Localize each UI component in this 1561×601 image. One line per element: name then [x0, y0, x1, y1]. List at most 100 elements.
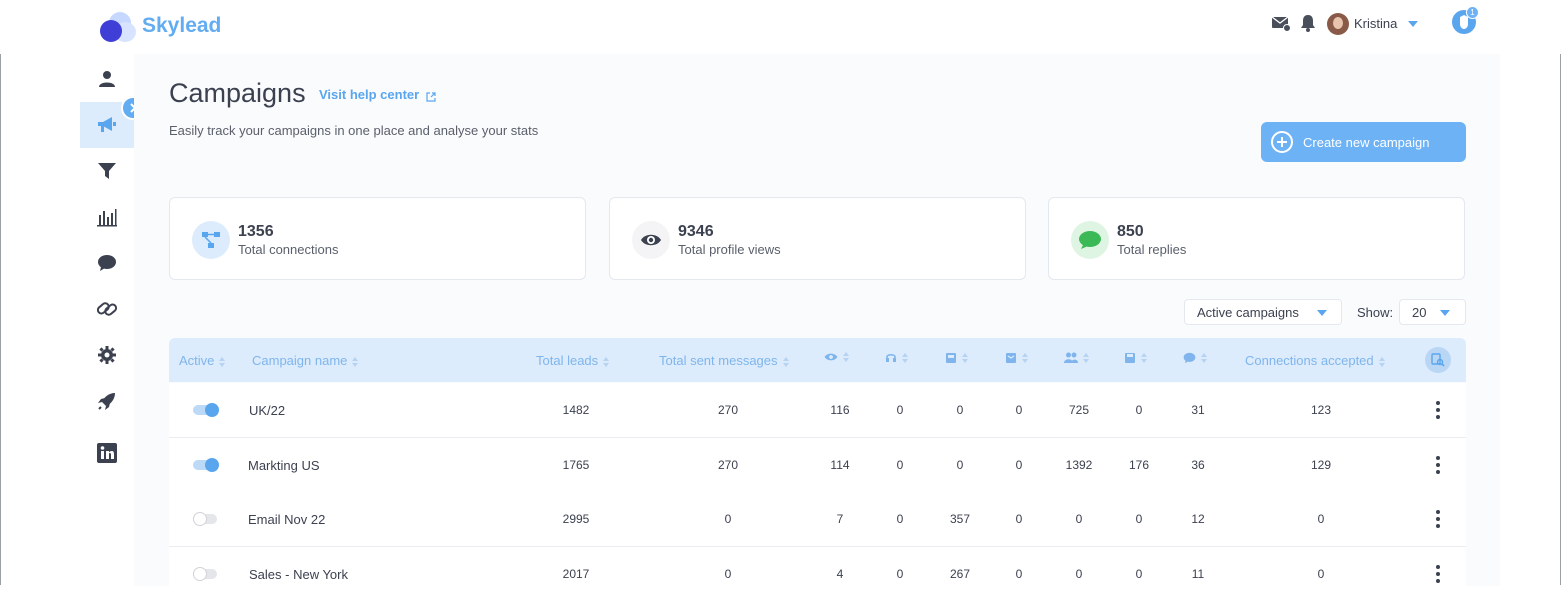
connections-accepted: 123 — [1310, 403, 1332, 417]
campaign-name[interactable]: UK/22 — [249, 403, 286, 418]
col-active[interactable]: Active — [179, 353, 226, 368]
avatar[interactable] — [1327, 13, 1349, 35]
sidebar-item-settings[interactable] — [80, 332, 134, 378]
headset-icon — [886, 353, 896, 362]
inbox-open: 0 — [1015, 512, 1023, 526]
calls: 0 — [896, 567, 904, 581]
people: 0 — [1075, 512, 1083, 526]
chat-icon — [98, 255, 116, 271]
eye-icon — [824, 353, 838, 361]
chat-icon — [1183, 352, 1196, 364]
table-row[interactable]: Sales - New York 2017 0 4 0 267 0 0 0 11… — [169, 547, 1466, 601]
active-toggle[interactable] — [193, 512, 219, 526]
sidebar — [80, 54, 134, 586]
funnel-icon — [98, 163, 116, 179]
table-header: Active Campaign name Total leads Total s… — [169, 338, 1466, 382]
inbox: 357 — [949, 512, 971, 526]
active-toggle[interactable] — [193, 403, 219, 417]
brand-name[interactable]: Skylead — [142, 14, 222, 37]
megaphone-icon — [98, 117, 116, 132]
sidebar-item-inbox[interactable] — [80, 240, 134, 286]
calls: 0 — [896, 403, 904, 417]
table-row[interactable]: Markting US 1765 270 114 0 0 0 1392 176 … — [169, 438, 1466, 493]
sidebar-item-profile[interactable] — [80, 56, 134, 102]
sidebar-item-filters[interactable] — [80, 148, 134, 194]
bell-icon[interactable] — [1300, 14, 1316, 37]
plus-circle-icon — [1271, 131, 1293, 153]
connections-accepted: 129 — [1310, 458, 1332, 472]
total-sent: 0 — [724, 512, 732, 526]
sort-icon — [782, 356, 789, 367]
col-connections-accepted[interactable]: Connections accepted — [1245, 353, 1385, 368]
row-menu-icon[interactable] — [1435, 510, 1441, 528]
table-row[interactable]: UK/22 1482 270 116 0 0 0 725 0 31 123 — [169, 383, 1466, 438]
page-size-select[interactable]: 20 — [1399, 299, 1466, 325]
inbox-open: 0 — [1015, 403, 1023, 417]
col-save[interactable] — [1124, 352, 1147, 364]
campaign-name[interactable]: Email Nov 22 — [248, 512, 326, 527]
col-total-sent[interactable]: Total sent messages — [659, 353, 789, 368]
stat-label: Total replies — [1117, 242, 1187, 257]
sidebar-item-integrations[interactable] — [80, 286, 134, 332]
eye-icon — [632, 221, 670, 259]
total-leads: 1482 — [562, 403, 590, 417]
chevron-down-icon — [1440, 310, 1450, 316]
campaign-name[interactable]: Markting US — [248, 458, 320, 473]
campaign-filter-select[interactable]: Active campaigns — [1184, 299, 1342, 325]
people: 725 — [1068, 403, 1090, 417]
views: 7 — [836, 512, 844, 526]
show-label: Show: — [1357, 305, 1394, 320]
row-menu-icon[interactable] — [1435, 401, 1441, 419]
table-row[interactable]: Email Nov 22 2995 0 7 0 357 0 0 0 12 0 — [169, 492, 1466, 547]
calls: 0 — [896, 512, 904, 526]
col-views[interactable] — [824, 352, 849, 362]
sidebar-item-launch[interactable] — [80, 378, 134, 424]
mail-key-icon[interactable] — [1271, 14, 1293, 37]
row-menu-icon[interactable] — [1435, 565, 1441, 583]
saved: 0 — [1135, 512, 1143, 526]
sidebar-item-statistics[interactable] — [80, 194, 134, 240]
active-toggle[interactable] — [193, 567, 219, 581]
sort-icon — [352, 356, 359, 367]
views: 116 — [830, 403, 850, 417]
rocket-icon — [98, 393, 115, 410]
stat-label: Total profile views — [678, 242, 781, 257]
stat-value: 1356 — [238, 223, 274, 240]
col-people[interactable] — [1064, 352, 1089, 363]
messages: 12 — [1191, 512, 1205, 526]
inbox-open: 0 — [1015, 567, 1023, 581]
row-menu-icon[interactable] — [1435, 456, 1441, 474]
user-name[interactable]: Kristina — [1354, 16, 1398, 31]
people: 0 — [1075, 567, 1083, 581]
user-icon — [99, 71, 115, 87]
total-leads: 2017 — [562, 567, 590, 581]
total-leads: 2995 — [562, 512, 590, 526]
page-title: Campaigns — [169, 78, 306, 108]
col-inbox[interactable] — [945, 352, 968, 364]
connections-accepted: 0 — [1317, 512, 1325, 526]
campaign-name[interactable]: Sales - New York — [249, 567, 348, 582]
inbox-open-icon — [1006, 353, 1016, 363]
messages: 11 — [1191, 567, 1205, 581]
help-center-link[interactable]: Visit help center — [319, 87, 420, 102]
chevron-down-icon — [1317, 310, 1327, 316]
col-campaign-name[interactable]: Campaign name — [252, 353, 359, 368]
col-calls[interactable] — [885, 352, 908, 364]
external-link-icon[interactable] — [426, 89, 436, 107]
stat-value: 9346 — [678, 223, 714, 240]
messages: 31 — [1191, 403, 1205, 417]
active-toggle[interactable] — [193, 458, 219, 472]
chevron-down-icon[interactable] — [1408, 21, 1418, 27]
create-campaign-button[interactable]: Create new campaign — [1261, 122, 1466, 162]
total-sent: 0 — [724, 567, 732, 581]
column-settings-button[interactable] — [1425, 347, 1451, 373]
saved: 0 — [1135, 567, 1143, 581]
connections-accepted: 0 — [1317, 567, 1325, 581]
col-total-leads[interactable]: Total leads — [536, 353, 610, 368]
sidebar-item-linkedin[interactable] — [80, 430, 134, 476]
logo-icon[interactable] — [100, 10, 140, 44]
sort-icon — [219, 356, 226, 367]
page-subtitle: Easily track your campaigns in one place… — [169, 123, 539, 138]
col-inbox-open[interactable] — [1005, 352, 1028, 364]
col-messages[interactable] — [1183, 352, 1207, 364]
